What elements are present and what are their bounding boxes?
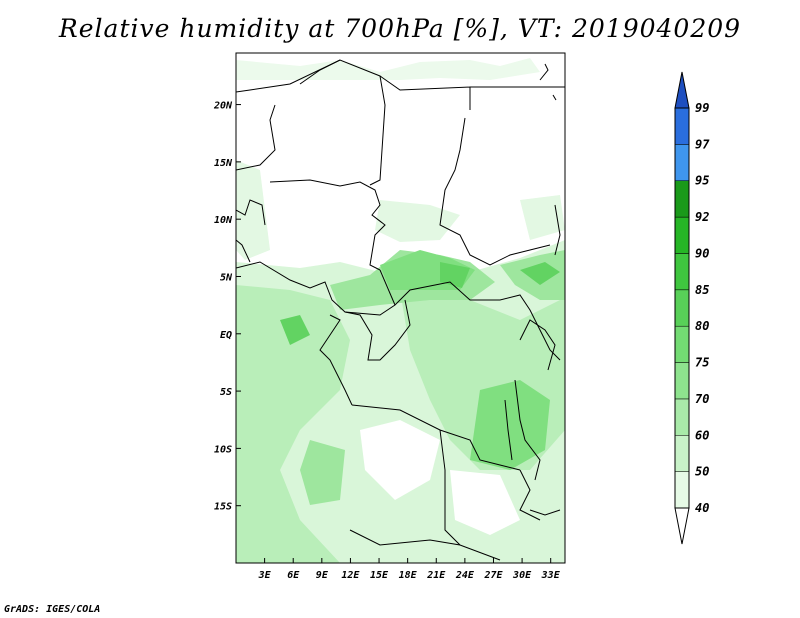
lat-label: EQ [220, 330, 232, 341]
colorbar-label: 50 [695, 465, 709, 479]
colorbar-frame [674, 107, 690, 509]
colorbar-label: 85 [695, 283, 709, 297]
colorbar-segment [674, 325, 690, 363]
lon-label: 6E [287, 570, 300, 581]
moist-patch-east [520, 195, 565, 240]
map-frame [235, 52, 566, 564]
moist-patch-central [375, 200, 460, 242]
lat-label: 5S [220, 387, 232, 398]
map-title: Relative humidity at 700hPa [%], VT: 201… [58, 14, 742, 43]
lon-label: 24E [455, 570, 475, 581]
colorbar-segment [674, 253, 690, 291]
colorbar-min-arrow [674, 507, 690, 545]
lon-label: 33E [541, 570, 561, 581]
humidity-region-70c [300, 440, 345, 505]
humidity-field [236, 58, 565, 563]
lon-label: 9E [316, 570, 329, 581]
country-borders [236, 59, 565, 563]
colorbar-label: 95 [695, 174, 709, 188]
lon-label: 21E [426, 570, 446, 581]
lon-label: 18E [399, 570, 418, 581]
colorbar-label: 97 [695, 137, 710, 151]
humidity-region-60 [236, 285, 350, 563]
colorbar-segment [674, 398, 690, 436]
colorbar-segment [674, 471, 690, 509]
colorbar-segment [674, 362, 690, 400]
moist-strip-west [236, 160, 270, 260]
colorbar-segment [674, 435, 690, 472]
lat-label: 5N [220, 272, 233, 283]
colorbar-label: 92 [695, 210, 709, 224]
lat-label: 15N [214, 158, 233, 169]
colorbar-segment [674, 216, 690, 254]
colorbar-label: 80 [695, 319, 709, 333]
lat-label: 10N [214, 215, 233, 226]
humidity-region-80 [440, 262, 470, 288]
lon-label: 12E [341, 570, 360, 581]
lat-label: 10S [214, 444, 232, 455]
humidity-region-80b [520, 262, 560, 285]
colorbar: 40 50 60 70 75 80 85 90 92 95 97 99 [674, 71, 710, 545]
colorbar-label: 70 [695, 392, 709, 406]
colorbar-segment [674, 180, 690, 218]
colorbar-label: 40 [695, 501, 709, 515]
dry-region-north-light [236, 58, 540, 80]
lat-label: 15S [214, 502, 232, 513]
lat-label: 20N [213, 101, 233, 112]
latitude-labels: 20N 15N 10N 5N EQ 5S 10S 15S [213, 101, 241, 513]
colorbar-label: 60 [695, 428, 709, 442]
humidity-region-80c [280, 315, 310, 345]
colorbar-segment [674, 144, 690, 181]
longitude-labels: 3E 6E 9E 12E 15E 18E 21E 24E 27E 30E 33E [258, 558, 561, 581]
colorbar-label: 90 [695, 246, 709, 260]
colorbar-label: 99 [695, 101, 709, 115]
grads-credit: GrADS: IGES/COLA [4, 604, 101, 615]
colorbar-segment [674, 107, 690, 145]
lon-label: 15E [370, 570, 389, 581]
dry-region-southeast [450, 470, 520, 535]
lon-label: 30E [512, 570, 532, 581]
colorbar-label: 75 [695, 356, 709, 370]
colorbar-segment [674, 289, 690, 327]
lon-label: 3E [258, 570, 272, 581]
lon-label: 27E [483, 570, 503, 581]
colorbar-max-arrow [674, 71, 690, 109]
dry-region-south [360, 420, 440, 500]
